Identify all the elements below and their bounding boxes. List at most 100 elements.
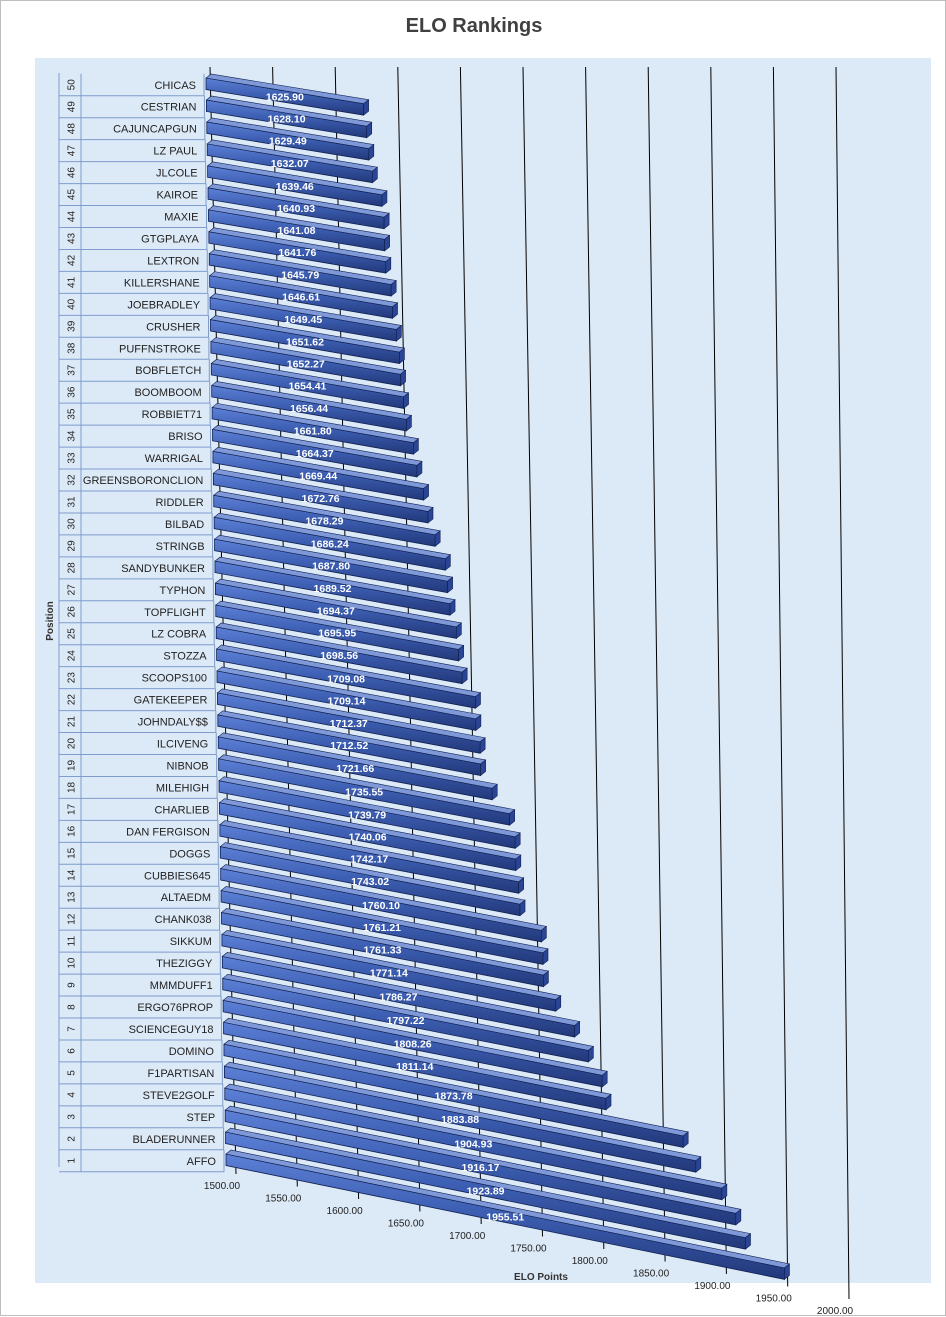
data-label: 1672.76 xyxy=(302,493,340,505)
data-label: 1640.93 xyxy=(277,203,315,215)
bar-end xyxy=(541,925,547,943)
gridline xyxy=(710,66,727,1275)
position-label: 44 xyxy=(67,211,78,223)
bar-end xyxy=(392,302,398,319)
data-label: 1651.62 xyxy=(286,336,324,348)
y-axis-title: Position xyxy=(45,601,56,640)
bar-end xyxy=(601,1070,608,1088)
position-label: 46 xyxy=(67,167,78,179)
bar-end xyxy=(588,1045,594,1063)
data-label: 1654.41 xyxy=(288,381,326,393)
category-label: ILCIVENG xyxy=(157,739,208,751)
x-tick-label: 1500.00 xyxy=(204,1181,241,1192)
bar-end xyxy=(605,1093,612,1111)
x-tick-label: 2000.00 xyxy=(817,1306,854,1317)
position-label: 27 xyxy=(67,584,78,596)
position-label: 29 xyxy=(67,540,78,552)
position-label: 19 xyxy=(67,759,78,771)
bar-end xyxy=(396,324,402,342)
data-label: 1661.80 xyxy=(294,426,332,438)
category-label: BRISO xyxy=(168,431,203,443)
bar-end xyxy=(479,737,486,754)
position-label: 16 xyxy=(67,825,78,837)
position-label: 20 xyxy=(67,738,78,750)
position-label: 18 xyxy=(67,781,78,793)
category-label: GREENSBORONCLION xyxy=(83,475,203,487)
bar-end xyxy=(399,347,405,365)
position-label: 4 xyxy=(67,1092,78,1098)
bar-end xyxy=(445,554,451,571)
data-label: 1955.51 xyxy=(486,1211,524,1223)
position-label: 34 xyxy=(67,430,78,442)
data-label: 1771.14 xyxy=(370,968,408,980)
data-label: 1625.90 xyxy=(266,91,304,103)
bar-end xyxy=(491,783,498,801)
x-tick-label: 1550.00 xyxy=(265,1194,302,1205)
position-label: 11 xyxy=(67,936,78,947)
category-label: GATEKEEPER xyxy=(134,695,208,707)
data-label: 1811.14 xyxy=(396,1061,434,1073)
category-label: SCOOPS100 xyxy=(142,673,207,685)
data-label: 1669.44 xyxy=(299,470,337,482)
position-label: 47 xyxy=(67,145,78,157)
category-label: TOPFLIGHT xyxy=(144,607,206,619)
data-label: 1721.66 xyxy=(336,763,374,775)
bar-end xyxy=(682,1131,689,1149)
position-label: 7 xyxy=(67,1026,78,1032)
data-label: 1709.08 xyxy=(327,673,365,685)
category-label: JLCOLE xyxy=(156,168,198,180)
x-tick-label: 1600.00 xyxy=(327,1206,364,1217)
bar-end xyxy=(416,460,423,478)
bar-end xyxy=(514,832,521,849)
position-label: 39 xyxy=(67,320,78,332)
x-tick-label: 1950.00 xyxy=(756,1294,793,1305)
position-label: 5 xyxy=(67,1070,78,1076)
bar-end xyxy=(447,576,453,594)
gridline xyxy=(585,66,605,1250)
bar-end xyxy=(475,714,482,731)
category-label: ERGO76PROP xyxy=(137,1002,213,1014)
bar-end xyxy=(427,506,434,524)
position-label: 6 xyxy=(67,1048,78,1054)
position-label: 13 xyxy=(67,891,78,903)
category-label: CUBBIES645 xyxy=(144,870,211,882)
data-label: 1646.61 xyxy=(282,292,320,304)
bar-end xyxy=(745,1232,751,1250)
category-label: BOOMBOOM xyxy=(134,387,201,399)
bar-end xyxy=(542,948,549,965)
bar-end xyxy=(406,414,412,432)
bar-end xyxy=(735,1208,742,1226)
gridline xyxy=(835,66,850,1300)
bar-end xyxy=(403,392,409,409)
bar-end xyxy=(458,644,464,662)
bar-end xyxy=(480,759,486,777)
position-label: 17 xyxy=(67,803,78,815)
x-tick-label: 1850.00 xyxy=(633,1269,670,1280)
bar-end xyxy=(384,234,390,252)
category-label: DAN FERGISON xyxy=(126,826,210,838)
category-label: NIBNOB xyxy=(166,760,208,772)
category-label: DOMINO xyxy=(169,1046,215,1058)
gridline xyxy=(647,66,666,1262)
position-label: 43 xyxy=(67,232,78,244)
position-label: 23 xyxy=(67,672,78,684)
bar-end xyxy=(366,121,373,139)
bar-end xyxy=(574,1020,580,1038)
data-label: 1695.95 xyxy=(318,628,356,640)
category-label: LEXTRON xyxy=(147,255,199,267)
data-label: 1786.27 xyxy=(380,991,418,1003)
bar-end xyxy=(385,256,392,274)
data-label: 1742.17 xyxy=(350,854,388,866)
data-label: 1639.46 xyxy=(276,181,314,193)
category-label: F1PARTISAN xyxy=(148,1068,215,1080)
chart-title: ELO Rankings xyxy=(405,15,543,37)
category-label: LZ PAUL xyxy=(153,146,197,158)
category-label: SIKKUM xyxy=(170,936,212,948)
position-label: 26 xyxy=(67,606,78,618)
x-tick-label: 1900.00 xyxy=(694,1281,731,1292)
bar-end xyxy=(475,692,481,709)
x-tick-label: 1700.00 xyxy=(449,1231,486,1242)
bar-end xyxy=(449,599,456,616)
position-label: 33 xyxy=(67,452,78,464)
position-label: 22 xyxy=(67,694,78,706)
